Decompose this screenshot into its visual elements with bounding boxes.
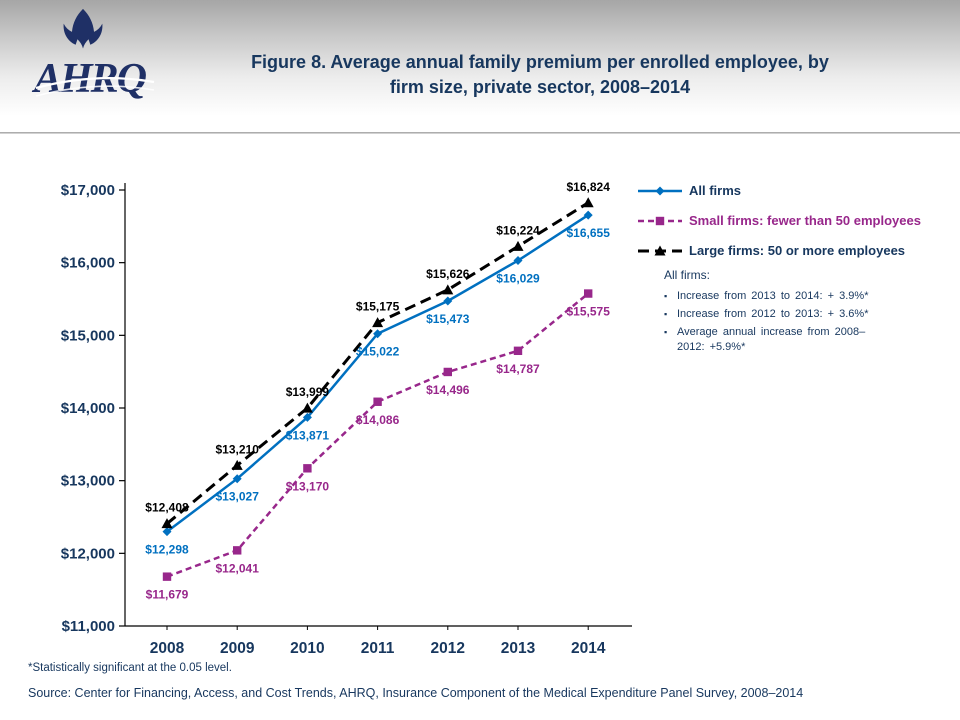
bullet-icon: ▪	[664, 308, 668, 319]
data-point-large-firms-50-or-more-employees	[231, 459, 243, 470]
data-label-large-firms-50-or-more-employees: $15,626	[426, 267, 470, 281]
bullet-text: Average annual increase from 2008–2012: …	[677, 325, 866, 353]
premium-trend-chart: $11,000 $12,000 $13,000 $14,000 $15,000 $16,0…	[40, 165, 660, 670]
legend-item-all-firms: All firms	[637, 176, 957, 206]
data-point-all-firms	[443, 296, 453, 306]
data-label-small-firms-fewer-than-50-employees: $14,787	[496, 362, 540, 376]
x-axis-label: 2009	[220, 640, 255, 657]
data-point-large-firms-50-or-more-employees	[161, 518, 173, 529]
page-title: Figure 8. Average annual family premium …	[180, 50, 900, 100]
bullet-text: Increase from 2012 to 2013: + 3.6%*	[677, 307, 869, 320]
title-line-2: firm size, private sector, 2008–2014	[389, 77, 691, 98]
hhs-eagle-icon	[63, 8, 103, 49]
bullet-text: Increase from 2013 to 2014: + 3.9%*	[677, 290, 869, 302]
legend-sample-all-firms	[638, 186, 682, 196]
y-axis-label: $11,000	[62, 618, 115, 635]
annotation-bullet-list: ▪ Increase from 2013 to 2014: + 3.9%* ▪ Inc…	[664, 289, 890, 354]
data-point-all-firms	[583, 210, 593, 220]
data-point-large-firms-50-or-more-employees	[372, 317, 384, 328]
data-label-all-firms: $15,022	[356, 345, 400, 359]
annotation-bullet-1: ▪ Increase from 2013 to 2014: + 3.9%*	[664, 289, 890, 304]
y-axis-label: $16,000	[61, 255, 115, 272]
data-label-all-firms: $13,027	[216, 490, 260, 504]
data-point-large-firms-50-or-more-employees	[512, 240, 524, 251]
all-firms-annotation: All firms: ▪ Increase from 2013 to 2014: …	[664, 268, 890, 357]
legend-label: Small firms: fewer than 50 employees	[689, 212, 921, 228]
data-label-large-firms-50-or-more-employees: $15,175	[356, 300, 400, 314]
footer-source-line: Source: Center for Financing, Access, an…	[28, 686, 804, 700]
data-point-large-firms-50-or-more-employees	[301, 402, 313, 413]
data-point-small-firms-fewer-than-50-employees	[584, 289, 593, 298]
legend-item-large-firms-50-or-more-employees: Large firms: 50 or more employees	[637, 236, 957, 266]
footer-significance-note: *Statistically significant at the 0.05 l…	[28, 662, 232, 674]
data-label-small-firms-fewer-than-50-employees: $12,041	[216, 561, 260, 575]
x-axis-label: 2008	[150, 640, 185, 657]
data-point-all-firms	[232, 474, 242, 484]
data-label-all-firms: $13,871	[286, 428, 330, 442]
data-label-large-firms-50-or-more-employees: $13,999	[286, 385, 330, 399]
annotation-bullet-2: ▪ Increase from 2012 to 2013: + 3.6%*	[664, 307, 890, 322]
data-label-small-firms-fewer-than-50-employees: $14,086	[356, 413, 400, 427]
x-axis-label: 2013	[501, 640, 536, 657]
logo-swoosh	[35, 77, 155, 97]
data-label-all-firms: $16,655	[567, 226, 611, 240]
legend-sample-small-firms-fewer-than-50-employees	[638, 216, 682, 226]
data-point-large-firms-50-or-more-employees	[442, 284, 454, 295]
data-label-all-firms: $15,473	[426, 312, 470, 326]
x-axis-label: 2014	[571, 640, 606, 657]
x-axis-label: 2012	[431, 640, 465, 657]
data-label-large-firms-50-or-more-employees: $13,210	[216, 442, 260, 456]
annotation-bullet-3: ▪ Average annual increase from 2008–2012:…	[664, 325, 890, 355]
header-divider	[0, 132, 960, 134]
legend-marker-square	[655, 216, 665, 226]
data-point-small-firms-fewer-than-50-employees	[233, 546, 242, 555]
x-axis-label: 2010	[290, 640, 324, 657]
data-point-small-firms-fewer-than-50-employees	[162, 572, 172, 581]
legend-label: Large firms: 50 or more employees	[689, 242, 906, 258]
data-label-large-firms-50-or-more-employees: $16,224	[496, 223, 540, 237]
data-label-all-firms: $12,298	[145, 543, 189, 557]
header: AHRQ Figure 8. Average annual family pre…	[0, 0, 960, 132]
data-label-large-firms-50-or-more-employees: $12,408	[145, 501, 189, 515]
ahrq-logo: AHRQ	[34, 6, 174, 118]
y-axis-label: $15,000	[61, 327, 115, 344]
bullet-icon: ▪	[664, 291, 668, 301]
chart-legend: All firms Small firms: fewer than 50 empl…	[637, 176, 957, 266]
chart-svg: $11,000 $12,000 $13,000 $14,000 $15,000 $16,0…	[61, 180, 632, 657]
legend-item-small-firms-fewer-than-50-employees: Small firms: fewer than 50 employees	[637, 206, 957, 236]
data-point-small-firms-fewer-than-50-employees	[443, 367, 452, 377]
data-label-large-firms-50-or-more-employees: $16,824	[567, 180, 611, 194]
legend-marker-diamond	[655, 186, 665, 196]
data-label-small-firms-fewer-than-50-employees: $11,679	[146, 588, 189, 602]
data-point-all-firms	[162, 527, 172, 537]
legend-sample-large-firms-50-or-more-employees	[638, 245, 682, 256]
data-point-all-firms	[302, 412, 312, 422]
data-label-small-firms-fewer-than-50-employees: $13,170	[286, 479, 330, 493]
bullet-icon: ▪	[664, 326, 668, 337]
y-axis-label: $13,000	[61, 473, 115, 490]
y-axis-label: $14,000	[61, 400, 115, 417]
data-point-all-firms	[513, 256, 523, 266]
data-point-small-firms-fewer-than-50-employees	[373, 397, 382, 406]
legend-marker-triangle	[654, 245, 666, 256]
data-label-small-firms-fewer-than-50-employees: $15,575	[567, 305, 611, 319]
annotation-heading: All firms:	[664, 268, 710, 282]
data-label-small-firms-fewer-than-50-employees: $14,496	[426, 383, 470, 397]
data-point-small-firms-fewer-than-50-employees	[513, 346, 523, 356]
legend-label: All firms	[689, 182, 742, 198]
data-point-large-firms-50-or-more-employees	[582, 197, 594, 208]
data-point-small-firms-fewer-than-50-employees	[303, 464, 312, 473]
title-line-1: Figure 8. Average annual family premium …	[251, 52, 829, 72]
data-label-all-firms: $16,029	[496, 272, 540, 286]
x-axis-label: 2011	[361, 640, 395, 657]
y-axis-label: $17,000	[61, 182, 115, 199]
logo-text-wrap: AHRQ	[34, 52, 164, 106]
data-point-all-firms	[373, 329, 383, 339]
y-axis-label: $12,000	[61, 545, 115, 562]
